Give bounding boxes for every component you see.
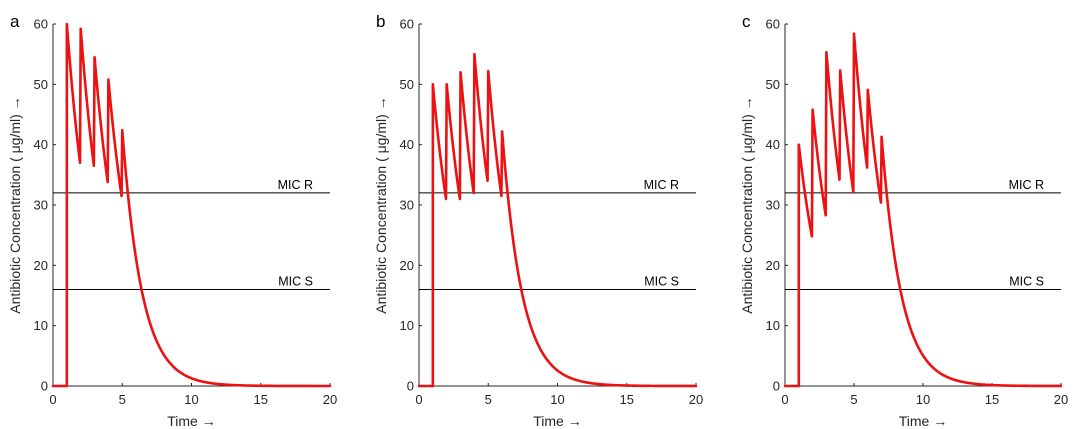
x-tick-label: 15 bbox=[985, 392, 999, 407]
x-tick-label: 10 bbox=[550, 392, 564, 407]
x-tick-label: 0 bbox=[415, 392, 422, 407]
y-tick-label: 10 bbox=[766, 318, 780, 333]
concentration-series-line bbox=[783, 32, 1063, 388]
y-axis-label: Antibiotic Concentration ( μg/ml) → bbox=[739, 96, 755, 313]
mic-r-label: MIC R bbox=[278, 178, 313, 192]
x-axis-label: Time → bbox=[167, 413, 215, 429]
y-tick-label: 50 bbox=[34, 77, 48, 92]
y-tick-label: 60 bbox=[34, 17, 48, 32]
y-axis-label: Antibiotic Concentration ( μg/ml) → bbox=[373, 96, 389, 313]
x-axis-label: Time → bbox=[533, 413, 581, 429]
y-tick-label: 50 bbox=[400, 77, 414, 92]
y-axis-label: Antibiotic Concentration ( μg/ml) → bbox=[7, 96, 23, 313]
y-tick-label: 0 bbox=[773, 379, 780, 394]
concentration-series-line bbox=[417, 52, 698, 388]
x-tick-label: 5 bbox=[485, 392, 492, 407]
y-tick-label: 10 bbox=[34, 318, 48, 333]
panel-letter: a bbox=[10, 12, 20, 31]
mic-r-label: MIC R bbox=[644, 178, 679, 192]
x-tick-label: 10 bbox=[916, 392, 930, 407]
y-tick-label: 20 bbox=[766, 258, 780, 273]
y-tick-label: 0 bbox=[41, 379, 48, 394]
y-tick-label: 0 bbox=[407, 379, 414, 394]
chart-panel-c: 0 10 20 30 40 50 60 0 5 10 15 20 Time → Antibiotic Co… bbox=[739, 12, 1068, 429]
panel-letter: c bbox=[742, 12, 751, 31]
chart-panel-a: 0 10 20 30 40 50 60 0 5 10 15 20 Time → Antibiotic Co… bbox=[7, 12, 337, 429]
y-tick-label: 50 bbox=[766, 77, 780, 92]
panel-letter: b bbox=[376, 12, 385, 31]
x-tick-label: 5 bbox=[119, 392, 126, 407]
x-tick-label: 20 bbox=[1054, 392, 1068, 407]
y-tick-label: 10 bbox=[400, 318, 414, 333]
mic-s-label: MIC S bbox=[1009, 274, 1044, 288]
y-tick-label: 30 bbox=[400, 198, 414, 213]
x-tick-label: 15 bbox=[254, 392, 268, 407]
x-tick-label: 0 bbox=[49, 392, 56, 407]
y-tick-label: 40 bbox=[400, 137, 414, 152]
mic-r-label: MIC R bbox=[1009, 178, 1044, 192]
x-tick-label: 0 bbox=[781, 392, 788, 407]
y-tick-label: 40 bbox=[34, 137, 48, 152]
x-tick-label: 15 bbox=[620, 392, 634, 407]
concentration-series-line bbox=[51, 22, 332, 388]
y-tick-label: 20 bbox=[34, 258, 48, 273]
y-tick-label: 20 bbox=[400, 258, 414, 273]
x-tick-label: 20 bbox=[689, 392, 703, 407]
chart-panel-b: 0 10 20 30 40 50 60 0 5 10 15 20 Time → Antibiotic Co… bbox=[373, 12, 703, 429]
mic-s-label: MIC S bbox=[278, 274, 313, 288]
y-tick-label: 60 bbox=[400, 17, 414, 32]
x-tick-label: 5 bbox=[850, 392, 857, 407]
y-tick-label: 30 bbox=[766, 198, 780, 213]
y-tick-label: 60 bbox=[766, 17, 780, 32]
mic-s-label: MIC S bbox=[644, 274, 679, 288]
x-tick-label: 10 bbox=[184, 392, 198, 407]
y-tick-label: 30 bbox=[34, 198, 48, 213]
x-tick-label: 20 bbox=[323, 392, 337, 407]
y-tick-label: 40 bbox=[766, 137, 780, 152]
x-axis-label: Time → bbox=[899, 413, 947, 429]
